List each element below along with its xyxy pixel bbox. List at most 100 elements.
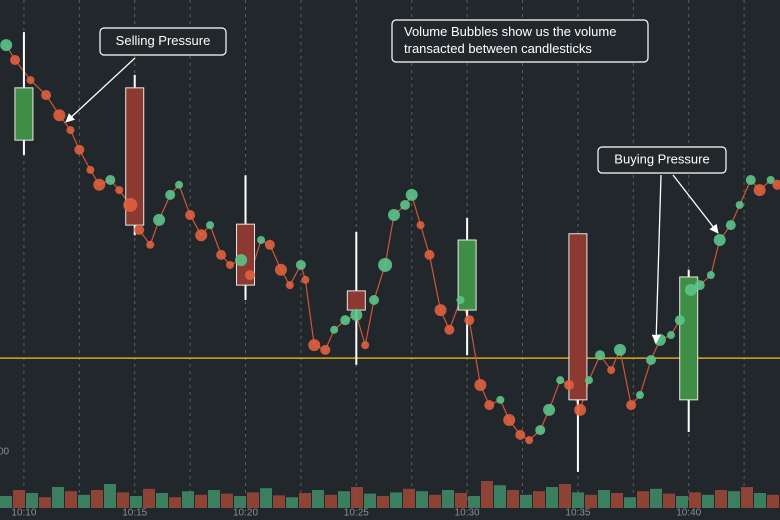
volume-bubble bbox=[496, 395, 505, 404]
volume-bar bbox=[221, 493, 233, 508]
volume-bubble bbox=[66, 126, 75, 135]
callout-arrow bbox=[672, 174, 719, 234]
volume-bubble bbox=[235, 254, 248, 267]
volume-bubble bbox=[713, 234, 726, 246]
volume-bar bbox=[741, 487, 753, 508]
volume-bar bbox=[611, 493, 623, 508]
volume-bubble bbox=[320, 344, 331, 355]
volume-bar bbox=[299, 493, 311, 508]
volume-bar bbox=[91, 490, 103, 508]
volume-bubble bbox=[434, 304, 447, 317]
volume-bubble bbox=[41, 90, 52, 101]
volume-bubble bbox=[330, 325, 339, 334]
volume-bubble bbox=[165, 189, 176, 200]
candle-body bbox=[346, 290, 366, 311]
volume-bubble bbox=[244, 270, 255, 281]
volume-bubble bbox=[735, 200, 744, 209]
volume-bubble bbox=[535, 425, 546, 436]
volume-bar bbox=[312, 490, 324, 508]
volume-bubble bbox=[564, 379, 575, 390]
volume-bar bbox=[663, 493, 675, 508]
volume-bubble bbox=[456, 296, 465, 304]
volume-bubble bbox=[93, 178, 106, 191]
callout-text: Buying Pressure bbox=[614, 151, 709, 166]
volume-bar bbox=[182, 491, 194, 508]
volume-bubble bbox=[53, 109, 66, 122]
volume-bubble bbox=[350, 308, 363, 321]
volume-bubble bbox=[595, 350, 606, 361]
volume-bubble bbox=[474, 378, 487, 391]
volume-bubble bbox=[574, 403, 587, 416]
volume-bubble bbox=[115, 186, 124, 195]
callout-box bbox=[391, 19, 649, 63]
x-tick-label: 10:35 bbox=[565, 508, 590, 519]
volume-bar bbox=[754, 493, 766, 508]
volume-bubble bbox=[226, 260, 235, 269]
candle-body bbox=[679, 276, 699, 401]
volume-bar bbox=[507, 490, 519, 508]
volume-bar bbox=[65, 491, 77, 508]
volume-bubble bbox=[772, 179, 780, 190]
volume-bubble bbox=[340, 315, 351, 326]
volume-bar bbox=[117, 492, 129, 508]
volume-bubble bbox=[503, 414, 516, 426]
volume-bar bbox=[286, 497, 298, 508]
volume-bubble bbox=[134, 224, 145, 235]
volume-bubble bbox=[635, 391, 644, 400]
volume-bubble bbox=[0, 39, 13, 52]
volume-bubble bbox=[274, 263, 287, 276]
candle-body bbox=[236, 223, 256, 286]
volume-bubble bbox=[584, 376, 593, 385]
volume-bubble bbox=[626, 400, 637, 411]
volume-bar bbox=[273, 495, 285, 508]
volume-bubble bbox=[706, 271, 715, 280]
volume-bubble bbox=[424, 249, 435, 260]
volume-bar bbox=[767, 494, 779, 508]
volume-bubble bbox=[146, 240, 155, 249]
volume-bubble bbox=[484, 400, 495, 411]
volume-bubble bbox=[646, 355, 657, 365]
volume-bar bbox=[260, 488, 272, 508]
volume-bubble bbox=[607, 366, 616, 375]
x-tick-label: 10:25 bbox=[344, 508, 369, 519]
volume-bar bbox=[208, 490, 220, 508]
volume-bar bbox=[234, 496, 246, 508]
x-tick-label: 10:10 bbox=[11, 508, 36, 519]
volume-bubble bbox=[123, 197, 138, 212]
volume-bar bbox=[364, 493, 376, 508]
volume-bubble bbox=[378, 257, 393, 272]
volume-bar bbox=[572, 492, 584, 508]
volume-bubble bbox=[185, 210, 196, 221]
callout-box bbox=[597, 146, 727, 174]
volume-bubble bbox=[416, 221, 425, 230]
volume-bar bbox=[494, 485, 506, 508]
volume-bubble bbox=[295, 259, 306, 270]
volume-bubble bbox=[464, 315, 475, 326]
volume-bubble bbox=[745, 175, 756, 185]
candle-body bbox=[14, 87, 34, 141]
volume-bubble bbox=[725, 220, 736, 231]
volume-bubble bbox=[666, 331, 675, 340]
callout-text: Volume Bubbles show us the volume bbox=[404, 24, 616, 39]
volume-bar bbox=[143, 488, 155, 508]
volume-bubble bbox=[753, 184, 766, 197]
volume-bubble bbox=[308, 339, 321, 352]
volume-bar bbox=[325, 494, 337, 508]
volume-bar bbox=[585, 494, 597, 508]
callout-text: transacted between candlesticks bbox=[404, 41, 592, 56]
candle-body bbox=[457, 239, 477, 311]
volume-axis-label: 00 bbox=[0, 447, 10, 458]
volume-bubble bbox=[10, 55, 21, 65]
x-tick-label: 10:40 bbox=[676, 508, 701, 519]
volume-bubble bbox=[361, 341, 370, 350]
volume-bar bbox=[468, 496, 480, 508]
x-tick-label: 10:20 bbox=[233, 508, 258, 519]
volume-bar bbox=[351, 487, 363, 508]
volume-bubble bbox=[206, 221, 215, 230]
volume-bubble bbox=[175, 180, 184, 189]
volume-bubble bbox=[264, 239, 275, 250]
volume-bubble bbox=[195, 229, 208, 242]
volume-bubble bbox=[387, 209, 400, 222]
volume-bar bbox=[247, 492, 259, 508]
